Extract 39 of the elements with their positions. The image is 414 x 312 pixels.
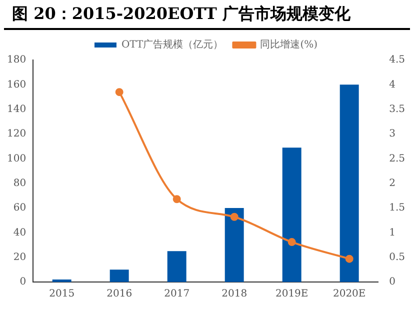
legend-label: 同比增速(%) [260,38,318,51]
y2-tick-label: 0.5 [389,252,406,263]
y-tick-label: 40 [13,227,26,238]
chart-title: 图 20：2015-2020EOTT 广告市场规模变化 [4,0,410,30]
y-tick-label: 100 [6,153,26,164]
y2-tick-label: 4 [389,79,396,90]
y-tick-label: 140 [6,104,26,115]
y2-tick-label: 1 [389,227,396,238]
bar [167,251,186,282]
y-tick-label: 120 [6,128,26,140]
y-tick-label: 0 [20,276,26,288]
y-tick-label: 80 [13,178,26,189]
y-tick-label: 60 [13,202,26,214]
y-tick-label: 20 [13,252,26,263]
bar [110,270,129,282]
x-tick-label: 2018 [222,288,248,300]
point [172,195,181,204]
y2-tick-label: 0 [389,276,396,288]
y2-tick-label: 3 [389,128,396,140]
bar [282,148,302,282]
point [288,238,296,246]
y2-tick-label: 3.5 [389,104,406,115]
y2-tick-label: 2 [389,178,396,189]
x-tick-label: 2015 [49,288,75,300]
x-tick-label: 2019E [275,288,308,300]
y-tick-label: 180 [6,54,26,66]
bar [340,84,359,282]
point [230,212,238,221]
point [345,254,354,263]
x-tick-label: 2017 [164,288,190,300]
x-tick-label: 2020E [332,288,366,300]
y2-tick-label: 1.5 [389,202,406,214]
y2-tick-label: 2.5 [389,153,406,164]
y-tick-label: 160 [6,79,26,90]
bar [224,208,244,282]
y2-tick-label: 4.5 [389,54,406,66]
x-tick-label: 2016 [106,288,132,300]
point [115,88,124,96]
legend-label: OTT广告规模（亿元） [121,38,224,51]
